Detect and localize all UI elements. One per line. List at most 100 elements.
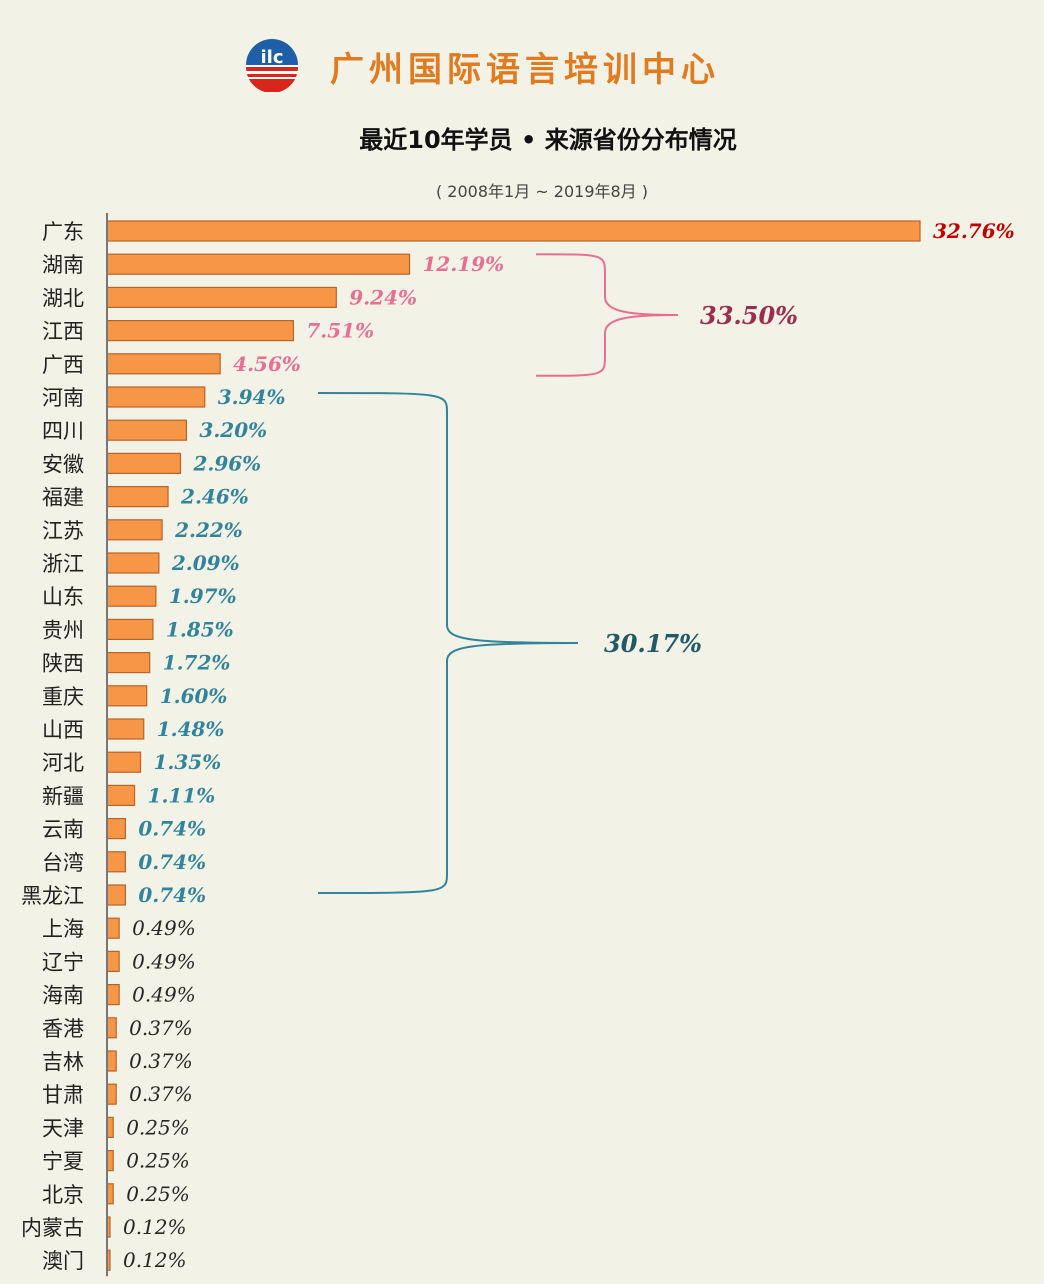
value-label: 9.24%: [349, 285, 417, 309]
bar: [106, 751, 142, 773]
value-label: 0.74%: [138, 883, 206, 907]
bar: [106, 784, 136, 807]
category-label: 海南: [42, 984, 84, 1008]
bar: [106, 618, 154, 641]
category-label: 四川: [42, 419, 84, 443]
category-label: 广西: [42, 353, 84, 377]
value-label: 0.74%: [138, 817, 206, 841]
value-label: 0.37%: [129, 1049, 193, 1073]
value-label: 1.35%: [154, 750, 222, 774]
bar: [106, 386, 206, 408]
value-label: 2.46%: [180, 485, 249, 509]
category-label: 天津: [42, 1116, 84, 1140]
category-label: 台湾: [42, 851, 84, 875]
bar: [106, 220, 921, 242]
category-label: 黑龙江: [21, 884, 84, 908]
category-label: 湖北: [42, 286, 84, 310]
bar: [106, 286, 337, 308]
category-label: 山西: [42, 718, 84, 742]
value-label: 0.74%: [138, 850, 206, 874]
bar: [106, 884, 126, 906]
category-label: 安徽: [42, 452, 84, 476]
bar: [106, 917, 120, 939]
category-label: 河南: [42, 386, 84, 410]
category-label: 河北: [42, 751, 84, 775]
value-label: 0.49%: [132, 916, 196, 940]
bar: [106, 419, 188, 441]
value-label: 0.12%: [123, 1248, 187, 1272]
value-label: 0.25%: [126, 1182, 190, 1206]
bar: [106, 983, 120, 1006]
value-label: 0.12%: [123, 1215, 187, 1239]
category-label: 香港: [42, 1017, 84, 1041]
bar: [106, 817, 126, 840]
category-label: 重庆: [42, 685, 84, 709]
bar: [106, 486, 169, 508]
category-label: 辽宁: [42, 950, 84, 974]
bar: [106, 1050, 117, 1072]
category-label: 上海: [42, 917, 84, 941]
header: ilc 广州国际语言培训中心 最近10年学员 • 来源省份分布情况 ( 2008…: [0, 0, 1044, 210]
group-total-label: 30.17%: [604, 629, 702, 658]
org-name: 广州国际语言培训中心: [330, 50, 720, 90]
category-label: 北京: [42, 1183, 84, 1207]
group-brace: [535, 253, 679, 377]
category-label: 甘肃: [42, 1083, 84, 1107]
value-label: 7.51%: [306, 319, 374, 343]
group-total-label: 33.50%: [700, 301, 798, 330]
chart-subtitle: ( 2008年1月 ~ 2019年8月 ): [435, 182, 649, 201]
bar: [106, 718, 145, 740]
value-label: 2.96%: [192, 451, 261, 475]
category-label: 内蒙古: [21, 1216, 84, 1240]
value-label: 2.09%: [171, 551, 240, 575]
category-label: 吉林: [42, 1050, 84, 1074]
chart-title: 最近10年学员 • 来源省份分布情况: [359, 126, 737, 154]
value-label: 1.85%: [166, 617, 234, 641]
value-label: 0.37%: [129, 1082, 193, 1106]
bar: [106, 585, 157, 607]
category-label: 山东: [42, 585, 84, 609]
bar: [106, 452, 182, 474]
value-label: 2.22%: [174, 518, 243, 542]
value-label: 0.49%: [132, 983, 196, 1007]
category-label: 陕西: [42, 652, 84, 676]
category-label: 宁夏: [42, 1150, 84, 1174]
category-label: 贵州: [42, 618, 84, 642]
bar: [106, 552, 160, 574]
bar: [106, 950, 120, 973]
group-brace: [317, 392, 579, 894]
value-label: 3.94%: [218, 385, 286, 409]
value-label: 12.19%: [423, 252, 505, 276]
category-label: 浙江: [42, 552, 84, 576]
ilc-logo-icon: ilc: [246, 39, 298, 92]
category-label: 湖南: [42, 253, 84, 277]
value-label: 1.48%: [157, 717, 225, 741]
value-label: 0.25%: [126, 1149, 190, 1173]
bar: [106, 320, 294, 342]
value-label: 0.37%: [129, 1016, 193, 1040]
category-label: 广东: [42, 220, 84, 244]
bar: [106, 1083, 117, 1105]
bar: [106, 519, 163, 541]
bar: [106, 851, 126, 873]
logo-text: ilc: [260, 47, 283, 68]
category-label: 澳门: [42, 1249, 84, 1273]
bar: [106, 1017, 117, 1039]
category-label: 云南: [42, 818, 84, 842]
value-label: 3.20%: [199, 418, 267, 442]
category-label: 江苏: [42, 519, 84, 543]
bar: [106, 651, 151, 674]
value-label: 1.60%: [160, 684, 228, 708]
value-label: 1.72%: [163, 651, 231, 675]
value-label: 32.76%: [933, 219, 1015, 243]
category-label: 新疆: [42, 784, 84, 808]
category-label: 福建: [42, 486, 84, 510]
value-label: 1.97%: [169, 584, 237, 608]
category-label: 江西: [42, 320, 84, 344]
value-label: 0.25%: [126, 1115, 190, 1139]
value-label: 0.49%: [132, 949, 196, 973]
bar: [106, 353, 221, 375]
value-label: 4.56%: [233, 352, 301, 376]
bar: [106, 685, 148, 707]
